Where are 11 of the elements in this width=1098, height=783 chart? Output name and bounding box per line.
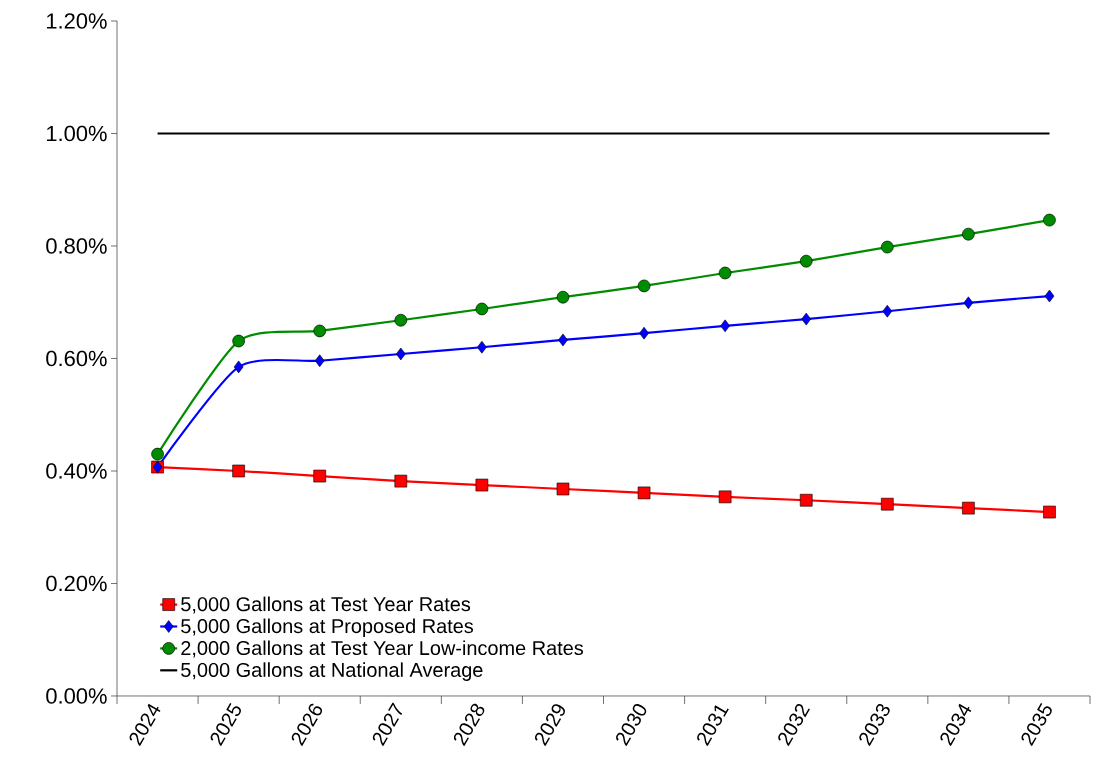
y-tick-label: 0.00% (46, 688, 107, 704)
legend-label: 5,000 Gallons at National Average (181, 662, 483, 681)
legend-label: 5,000 Gallons at Test Year Rates (181, 596, 471, 614)
legend-label: 2,000 Gallons at Test Year Low-income Rates (181, 640, 584, 658)
y-tick-label: 0.40% (46, 463, 107, 479)
y-tick-label: 1.00% (47, 125, 107, 142)
y-tick-label: 1.20% (47, 13, 107, 29)
y-tick-label: 0.20% (46, 575, 107, 592)
y-tick-label: 0.80% (46, 238, 107, 254)
legend-label: 5,000 Gallons at Proposed Rates (181, 618, 474, 638)
y-tick-label: 0.60% (46, 350, 107, 367)
